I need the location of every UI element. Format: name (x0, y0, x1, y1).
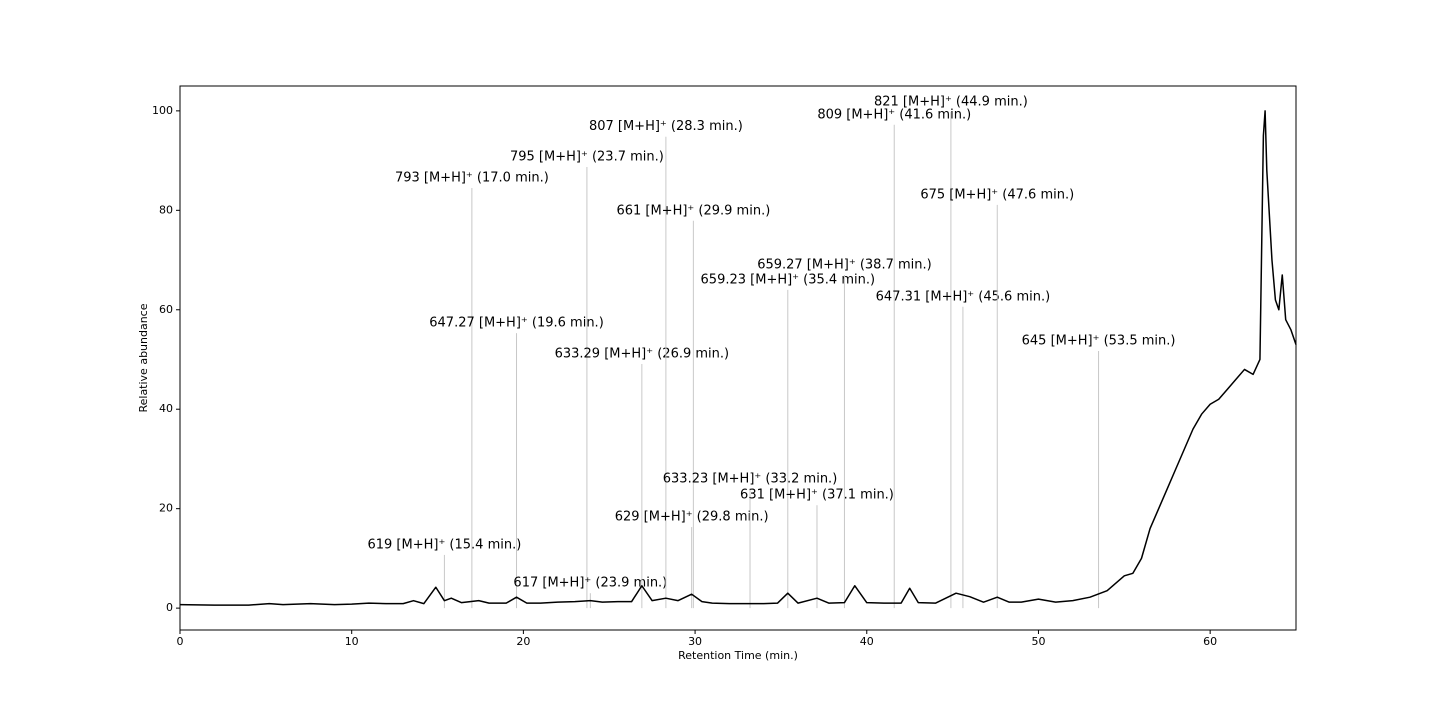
annotation-label: 659.23 [M+H]⁺ (35.4 min.) (701, 272, 876, 287)
x-tick-label: 10 (345, 635, 359, 648)
y-tick-label: 0 (166, 601, 173, 614)
plot-frame (179, 85, 1297, 631)
annotation-label: 661 [M+H]⁺ (29.9 min.) (616, 203, 770, 218)
annotation-label: 617 [M+H]⁺ (23.9 min.) (513, 576, 667, 591)
annotation-label: 795 [M+H]⁺ (23.7 min.) (510, 150, 664, 165)
y-tick-label: 60 (159, 303, 173, 316)
annotation-label: 809 [M+H]⁺ (41.6 min.) (817, 107, 971, 122)
y-tick-label: 20 (159, 502, 173, 515)
y-tick-label: 80 (159, 203, 173, 216)
annotation-label: 633.29 [M+H]⁺ (26.9 min.) (555, 346, 730, 361)
annotation-label: 821 [M+H]⁺ (44.9 min.) (874, 94, 1028, 109)
x-tick-label: 40 (860, 635, 874, 648)
annotation-label: 629 [M+H]⁺ (29.8 min.) (615, 510, 769, 525)
y-axis-label: Relative abundance (137, 303, 150, 412)
annotation-label: 675 [M+H]⁺ (47.6 min.) (920, 187, 1074, 202)
annotation-label: 645 [M+H]⁺ (53.5 min.) (1022, 334, 1176, 349)
x-tick-label: 60 (1203, 635, 1217, 648)
x-tick-label: 30 (688, 635, 702, 648)
annotation-label: 647.27 [M+H]⁺ (19.6 min.) (429, 316, 604, 331)
annotation-label: 793 [M+H]⁺ (17.0 min.) (395, 170, 549, 185)
x-tick-label: 50 (1031, 635, 1045, 648)
annotation-label: 647.31 [M+H]⁺ (45.6 min.) (876, 289, 1051, 304)
annotation-label: 633.23 [M+H]⁺ (33.2 min.) (663, 471, 838, 486)
annotation-label: 807 [M+H]⁺ (28.3 min.) (589, 119, 743, 134)
y-tick-label: 100 (152, 104, 173, 117)
annotation-label: 659.27 [M+H]⁺ (38.7 min.) (757, 257, 932, 272)
x-tick-label: 0 (177, 635, 184, 648)
annotation-label: 619 [M+H]⁺ (15.4 min.) (367, 537, 521, 552)
x-axis-label: Retention Time (min.) (678, 649, 798, 662)
annotation-label: 631 [M+H]⁺ (37.1 min.) (740, 488, 894, 503)
y-tick-label: 40 (159, 402, 173, 415)
x-tick-label: 20 (516, 635, 530, 648)
data-line (179, 110, 1297, 606)
